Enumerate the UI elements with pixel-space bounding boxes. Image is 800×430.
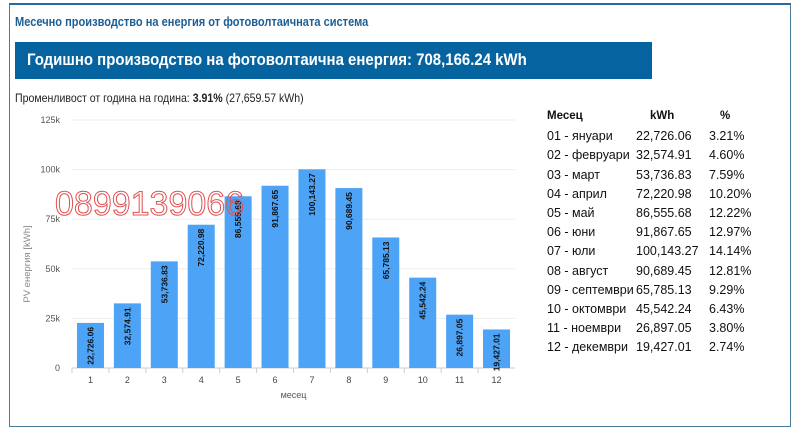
month-cell: 05 - май (547, 205, 595, 220)
month-cell: 02 - февруари (547, 148, 630, 163)
y-tick-label: 25k (45, 313, 60, 323)
percent-cell: 12.97% (709, 225, 752, 240)
x-tick-label: 4 (199, 375, 204, 385)
month-cell: 01 - януари (547, 129, 613, 144)
kwh-cell: 90,689.45 (636, 263, 692, 278)
bar (261, 185, 289, 368)
kwh-cell: 45,542.24 (636, 301, 692, 316)
percent-cell: 2.74% (709, 340, 745, 355)
bar (187, 224, 215, 368)
bar (335, 188, 363, 368)
y-tick-label: 50k (45, 264, 60, 274)
kwh-cell: kWh (650, 110, 675, 122)
bar (298, 169, 326, 368)
bar (224, 196, 252, 368)
x-tick-label: 1 (88, 375, 93, 385)
x-tick-label: 3 (162, 375, 167, 385)
x-tick-label: 10 (418, 375, 428, 385)
yoy-label: Променливост от година на година: (15, 91, 193, 105)
x-tick-label: 8 (346, 375, 351, 385)
percent-cell: 12.22% (709, 205, 752, 220)
kwh-cell: 22,726.06 (636, 129, 692, 144)
kwh-cell: 100,143.27 (636, 244, 699, 259)
bar (113, 303, 141, 368)
kwh-cell: 65,785.13 (636, 282, 692, 297)
x-tick-label: 7 (309, 375, 314, 385)
x-tick-label: 12 (492, 375, 502, 385)
x-tick-label: 2 (125, 375, 130, 385)
data-label: 26,897.05 (455, 318, 465, 356)
month-cell: 10 - октомври (547, 301, 627, 316)
month-cell: 11 - ноември (547, 321, 622, 336)
month-cell: 08 - август (547, 263, 609, 278)
month-cell: 09 - септември (547, 282, 634, 297)
percent-cell: 9.29% (709, 282, 745, 297)
bar (409, 277, 437, 368)
x-axis-title: месец (281, 390, 307, 400)
panel-frame (9, 3, 791, 427)
data-label: 65,785.13 (381, 241, 391, 279)
data-label: 19,427.01 (492, 333, 502, 371)
bar (446, 314, 474, 368)
kwh-cell: 53,736.83 (636, 167, 692, 182)
percent-cell: 6.43% (709, 301, 745, 316)
x-tick-label: 11 (455, 375, 464, 385)
percent-cell: 4.60% (709, 148, 745, 163)
panel-title: Месечно производство на енергия от фотов… (15, 14, 369, 29)
monthly-bar-chart: 0 25k 50k 75k 100k 125k 1 22,726.06 2 32,574.91 3 5… (22, 115, 515, 400)
data-label: 32,574.91 (122, 307, 132, 345)
y-tick-label: 100k (40, 165, 60, 175)
kwh-cell: 26,897.05 (636, 321, 692, 336)
x-tick-label: 9 (383, 375, 388, 385)
yoy-percent: 3.91% (192, 91, 223, 105)
percent-cell: 12.81% (709, 263, 752, 278)
kwh-cell: 91,867.65 (636, 225, 692, 240)
x-tick-label: 6 (273, 375, 278, 385)
yoy-variation: Променливост от година на година: 3.91% … (15, 91, 304, 105)
data-label: 22,726.06 (85, 327, 95, 365)
watermark: 0899139066 (55, 185, 244, 223)
kwh-cell: 72,220.98 (636, 186, 692, 201)
y-tick-label: 75k (45, 214, 60, 224)
data-label: 53,736.83 (159, 265, 169, 303)
percent-cell: 10.20% (709, 186, 752, 201)
data-label: 100,143.27 (307, 173, 317, 216)
data-label: 86,555.68 (233, 200, 243, 238)
month-cell: 06 - юни (547, 225, 596, 240)
kwh-cell: 86,555.68 (636, 205, 692, 220)
percent-cell: 3.21% (709, 129, 745, 144)
data-label: 72,220.98 (196, 228, 206, 266)
data-label: 90,689.45 (344, 192, 354, 230)
y-axis-title: PV енергия [kWh] (22, 225, 33, 302)
bar (76, 322, 104, 368)
percent-cell: % (720, 110, 731, 122)
y-tick-label: 125k (40, 115, 60, 125)
month-cell: 03 - март (547, 167, 600, 182)
annual-production-banner: Годишно производство на фотоволтаична ен… (15, 42, 652, 79)
annual-production-text: Годишно производство на фотоволтаична ен… (27, 50, 527, 69)
yoy-kwh: (27,659.57 kWh) (222, 91, 304, 105)
kwh-cell: 32,574.91 (636, 148, 692, 163)
month-cell: 07 - юли (547, 244, 596, 259)
bar (150, 261, 178, 368)
percent-cell: 3.80% (709, 321, 745, 336)
bar (372, 237, 400, 368)
kwh-cell: 19,427.01 (636, 340, 692, 355)
x-tick-label: 5 (236, 375, 241, 385)
percent-cell: 14.14% (709, 244, 752, 259)
month-cell: Месец (547, 110, 583, 122)
y-tick-label: 0 (55, 363, 60, 373)
data-label: 45,542.24 (418, 281, 428, 319)
month-cell: 12 - декември (547, 340, 628, 355)
month-cell: 04 - април (547, 186, 607, 201)
percent-cell: 7.59% (709, 167, 745, 182)
data-label: 91,867.65 (270, 189, 280, 227)
bar (483, 329, 511, 368)
